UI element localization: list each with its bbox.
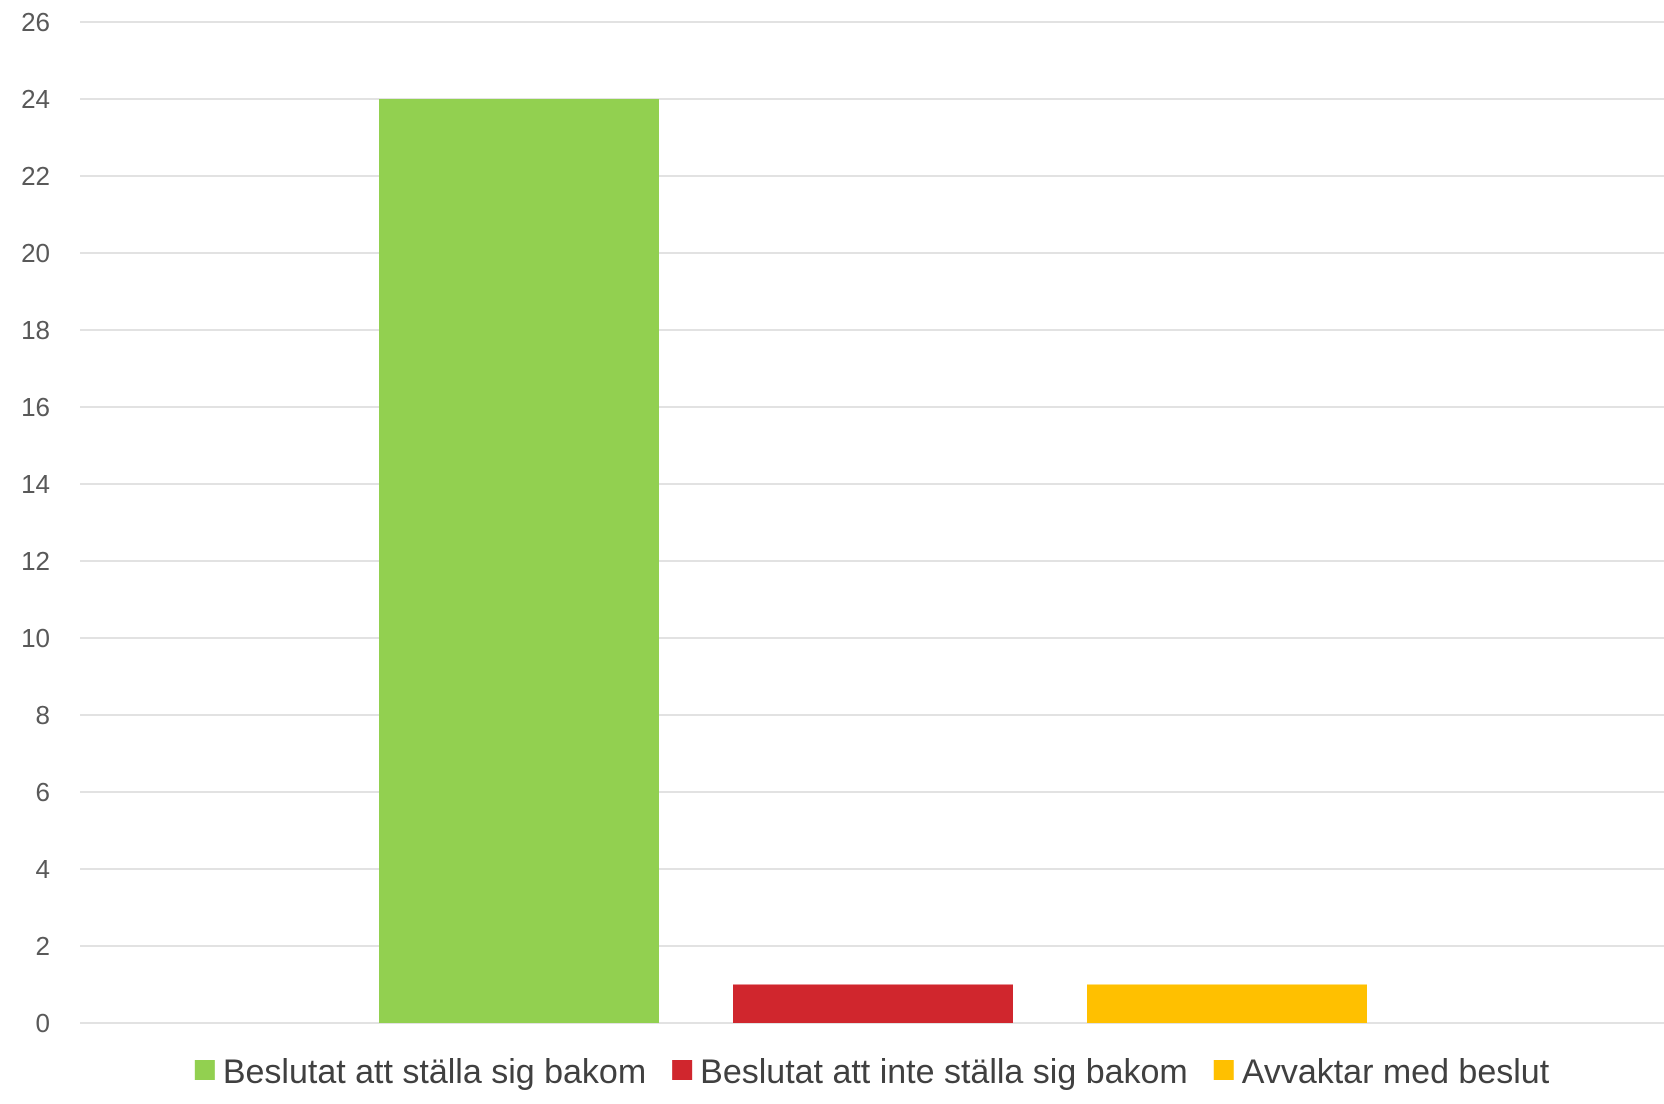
y-tick-label-14: 14 [21,469,50,499]
y-tick-label-20: 20 [21,238,50,268]
legend-label-3: Avvaktar med beslut [1242,1053,1550,1091]
legend-item-1: Beslutat att ställa sig bakom [194,1053,646,1091]
y-tick-label-26: 26 [21,7,50,37]
y-tick-label-12: 12 [21,546,50,576]
bar-2 [733,984,1013,1023]
y-tick-label-16: 16 [21,392,50,422]
y-tick-label-18: 18 [21,315,50,345]
bar-3 [1087,984,1367,1023]
legend-item-3: Avvaktar med beslut [1213,1053,1550,1091]
legend-item-2: Beslutat att inte ställa sig bakom [672,1053,1188,1091]
y-tick-label-10: 10 [21,623,50,653]
gridlines [80,21,1664,947]
bar-1 [379,99,659,1023]
legend-swatch-3 [1213,1060,1234,1080]
y-tick-label-22: 22 [21,161,50,191]
legend-label-1: Beslutat att ställa sig bakom [223,1053,646,1091]
legend-label-2: Beslutat att inte ställa sig bakom [700,1053,1188,1091]
y-tick-label-0: 0 [36,1008,50,1038]
y-tick-label-2: 2 [36,931,50,961]
y-tick-label-8: 8 [36,700,50,730]
bars [379,99,1367,1023]
y-tick-label-24: 24 [21,84,50,114]
legend: Beslutat att ställa sig bakom Beslutat at… [194,1053,1550,1091]
y-tick-label-6: 6 [36,777,50,807]
legend-swatch-1 [194,1060,215,1080]
y-tick-label-4: 4 [36,854,50,884]
legend-swatch-2 [672,1060,693,1080]
